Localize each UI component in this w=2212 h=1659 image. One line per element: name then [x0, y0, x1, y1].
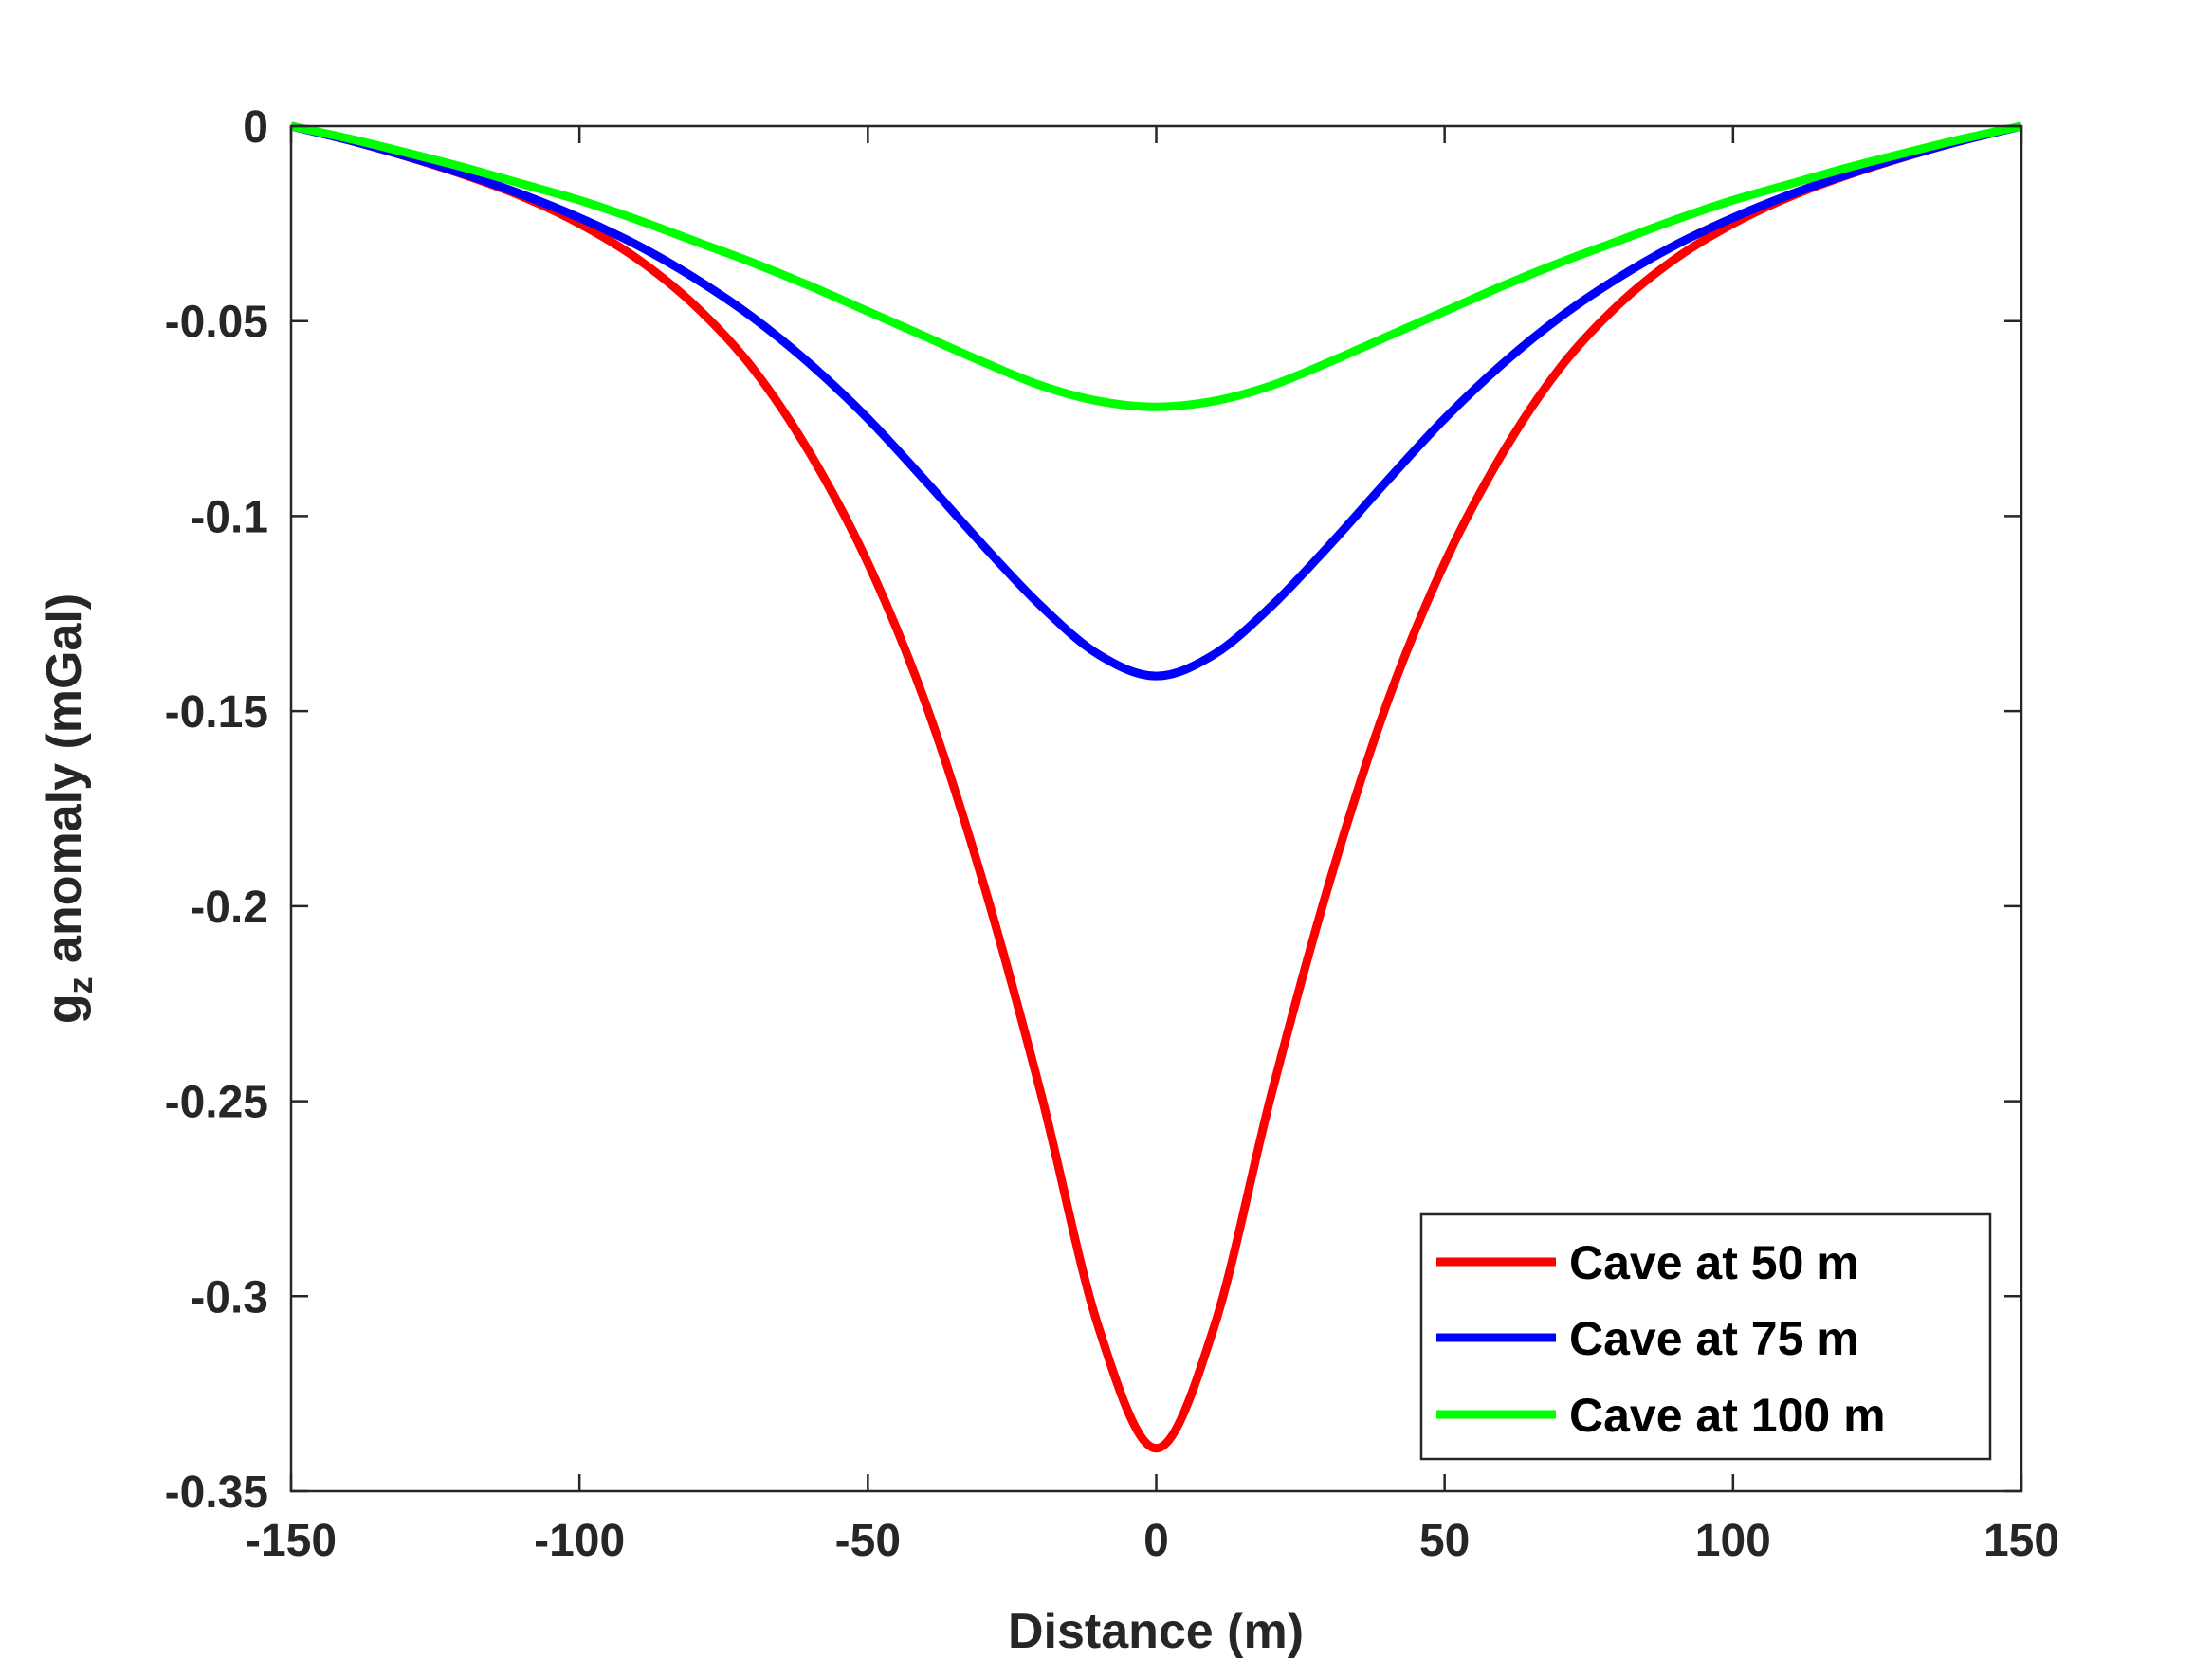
x-tick-label: -100: [534, 1516, 625, 1566]
legend-label-cave-50: Cave at 50 m: [1569, 1236, 1859, 1289]
x-tick-label: 100: [1695, 1516, 1771, 1566]
series-line-1: [289, 121, 2023, 1453]
x-tick-labels: -150 -100 -50 0 50 100 150: [246, 1516, 2059, 1566]
y-tick-label: -0.25: [165, 1078, 268, 1128]
y-tick-label: 0: [243, 102, 268, 153]
legend-label-cave-75: Cave at 75 m: [1569, 1312, 1859, 1365]
y-tick-label: -0.2: [190, 883, 268, 933]
y-axis-title-main: g: [37, 994, 92, 1024]
y-tick-labels: 0 -0.05 -0.1 -0.15 -0.2 -0.25 -0.3 -0.35: [165, 102, 268, 1518]
plot-area-frame: [289, 124, 2023, 1493]
series-line-3: [290, 121, 2022, 411]
y-tick-label: -0.05: [165, 298, 268, 348]
y-tick-label: -0.35: [165, 1468, 268, 1518]
x-tick-label: -50: [835, 1516, 901, 1566]
y-tick-label: -0.1: [190, 492, 268, 542]
y-axis-title: gz anomaly (mGal): [37, 593, 100, 1024]
x-axis-title: Distance (m): [1008, 1604, 1304, 1659]
tick-layer: [289, 124, 2023, 1493]
x-tick-label: 50: [1419, 1516, 1470, 1566]
x-tick-label: 0: [1143, 1516, 1169, 1566]
legend-label-cave-100: Cave at 100 m: [1569, 1389, 1886, 1442]
series-layer: [289, 121, 2023, 1453]
y-tick-label: -0.15: [165, 687, 268, 738]
y-tick-label: -0.3: [190, 1272, 268, 1322]
x-tick-label: 150: [1983, 1516, 2059, 1566]
y-axis-title-rest: anomaly (mGal): [37, 593, 92, 977]
legend: Cave at 50 m Cave at 75 m Cave at 100 m: [1419, 1212, 1992, 1461]
y-axis-title-subscript: z: [61, 976, 100, 994]
series-line-2: [289, 121, 2023, 681]
x-tick-label: -150: [246, 1516, 337, 1566]
